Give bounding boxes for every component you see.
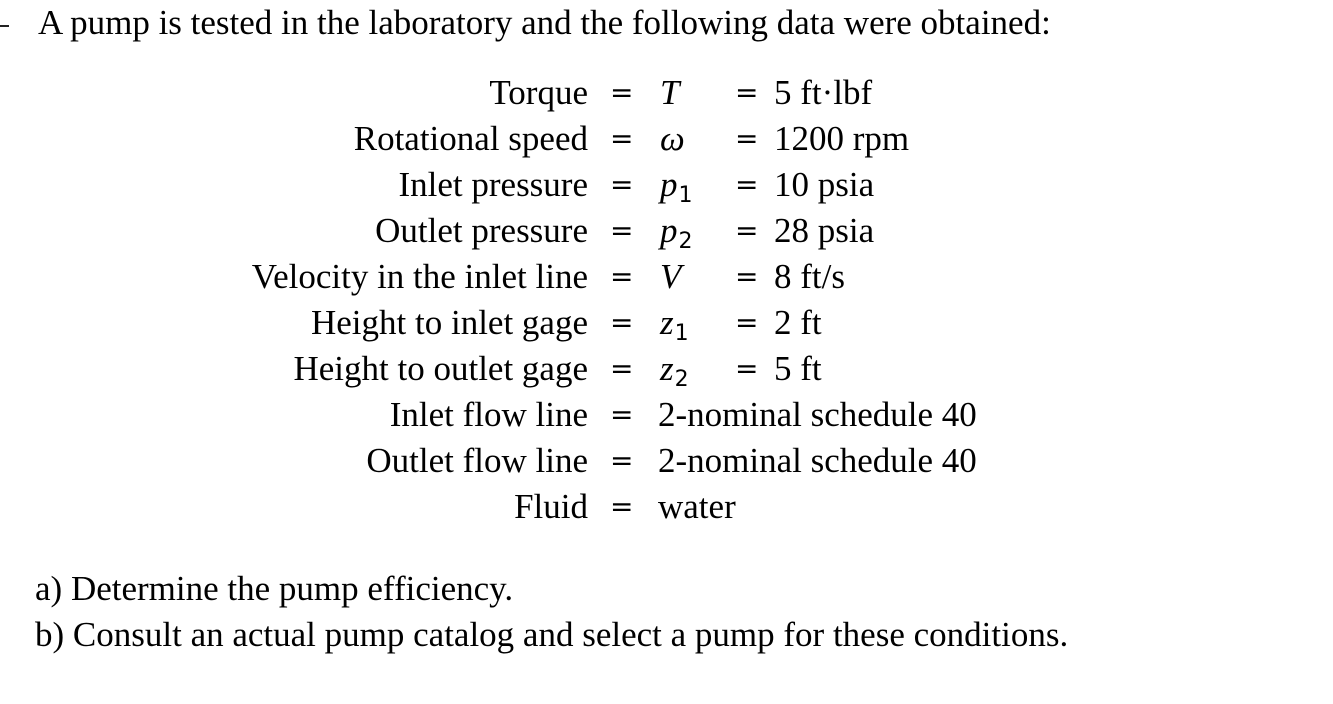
row-label: Rotational speed [353,119,588,158]
task-b: b) Consult an actual pump catalog and se… [35,615,1069,654]
task-a: a) Determine the pump efficiency. [35,569,514,608]
data-row-outlet-pressure: Outlet pressure = p2 = 28 psia [0,208,1333,254]
row-value: 2-nominal schedule 40 [658,441,977,480]
row-label: Inlet pressure [398,165,588,204]
row-value: 1200 rpm [774,119,910,158]
data-row-fluid: Fluid = water [0,484,1333,530]
row-value: 2-nominal schedule 40 [658,395,977,434]
page-edge-mark [0,25,9,27]
equals-sign: = [610,306,634,339]
row-label: Velocity in the inlet line [251,257,588,296]
row-label: Fluid [514,487,588,526]
row-symbol: p1 [660,165,693,208]
problem-intro: A pump is tested in the laboratory and t… [38,3,1051,42]
equals-sign: = [610,352,634,385]
equals-sign: = [735,76,759,109]
row-value: 5 ft [774,349,822,388]
row-label: Inlet flow line [389,395,588,434]
equals-sign: = [610,444,634,477]
equals-sign: = [735,122,759,155]
row-value: 28 psia [774,211,875,250]
row-label: Height to outlet gage [293,349,588,388]
row-label: Outlet pressure [375,211,588,250]
data-row-outlet-flow-line: Outlet flow line = 2-nominal schedule 40 [0,438,1333,484]
data-row-inlet-pressure: Inlet pressure = p1 = 10 psia [0,162,1333,208]
row-label: Outlet flow line [366,441,588,480]
task-list: a) Determine the pump efficiency. b) Con… [35,566,1068,658]
row-symbol: p2 [660,211,693,254]
equals-sign: = [735,168,759,201]
data-row-inlet-gage-height: Height to inlet gage = z1 = 2 ft [0,300,1333,346]
equals-sign: = [610,122,634,155]
row-value: 5 ft·lbf [774,73,873,112]
row-symbol: z1 [660,303,689,346]
row-label: Torque [489,73,588,112]
data-row-inlet-flow-line: Inlet flow line = 2-nominal schedule 40 [0,392,1333,438]
equals-sign: = [735,352,759,385]
row-value: water [658,487,736,526]
row-value: 8 ft/s [774,257,845,296]
row-value: 2 ft [774,303,822,342]
row-symbol: V [660,257,682,296]
equals-sign: = [735,214,759,247]
equals-sign: = [735,260,759,293]
row-symbol: z2 [660,349,689,392]
row-label: Height to inlet gage [310,303,588,342]
data-row-inlet-velocity: Velocity in the inlet line = V = 8 ft/s [0,254,1333,300]
data-row-outlet-gage-height: Height to outlet gage = z2 = 5 ft [0,346,1333,392]
row-symbol: T [660,73,680,112]
equals-sign: = [610,214,634,247]
row-symbol: ω [660,119,685,158]
data-row-torque: Torque = T = 5 ft·lbf [0,70,1333,116]
equals-sign: = [735,306,759,339]
equals-sign: = [610,398,634,431]
equals-sign: = [610,260,634,293]
data-row-rotational-speed: Rotational speed = ω = 1200 rpm [0,116,1333,162]
equals-sign: = [610,168,634,201]
equals-sign: = [610,490,634,523]
row-value: 10 psia [774,165,875,204]
equals-sign: = [610,76,634,109]
